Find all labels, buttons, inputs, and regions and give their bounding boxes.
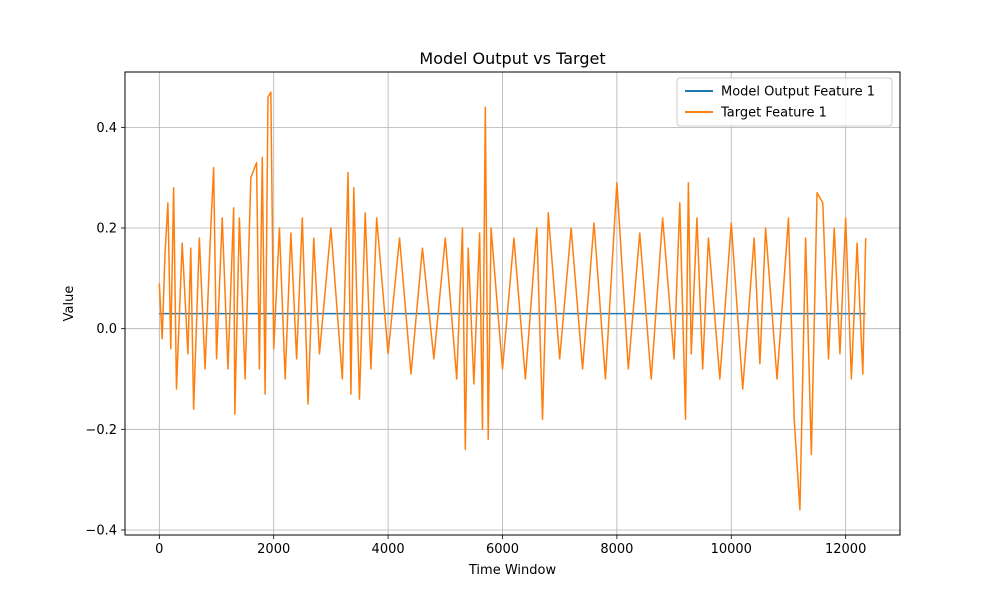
series-line-2 [158,91,867,511]
x-tick-label: 0 [155,542,163,557]
x-tick-label: 6000 [486,542,519,557]
legend-box [676,77,893,127]
series-lines [158,91,867,511]
y-tick-label: 0.0 [96,322,117,337]
legend-label: Model Output Feature 1 [721,85,875,100]
legend: Model Output Feature 1 Target Feature 1 [676,77,893,127]
legend-label: Target Feature 1 [720,106,827,121]
plot-frame [124,71,901,536]
x-tick-label: 2000 [257,542,290,557]
y-tick-label: 0.4 [96,121,117,136]
y-tick-label: −0.2 [85,423,117,438]
chart-title: Model Output vs Target [419,49,605,68]
x-tick-label: 8000 [600,542,633,557]
x-axis-label: Time Window [468,563,557,578]
x-tick-label: 4000 [372,542,405,557]
y-tick-label: 0.2 [96,222,117,237]
axis-ticks: 0 2000 4000 6000 8000 10000 12000 −0.4 −0.2 0.0 0.… [85,121,866,557]
x-tick-label: 10000 [711,542,752,557]
y-tick-label: −0.4 [85,523,117,538]
y-axis-label: Value [62,286,77,322]
x-tick-label: 12000 [825,542,866,557]
